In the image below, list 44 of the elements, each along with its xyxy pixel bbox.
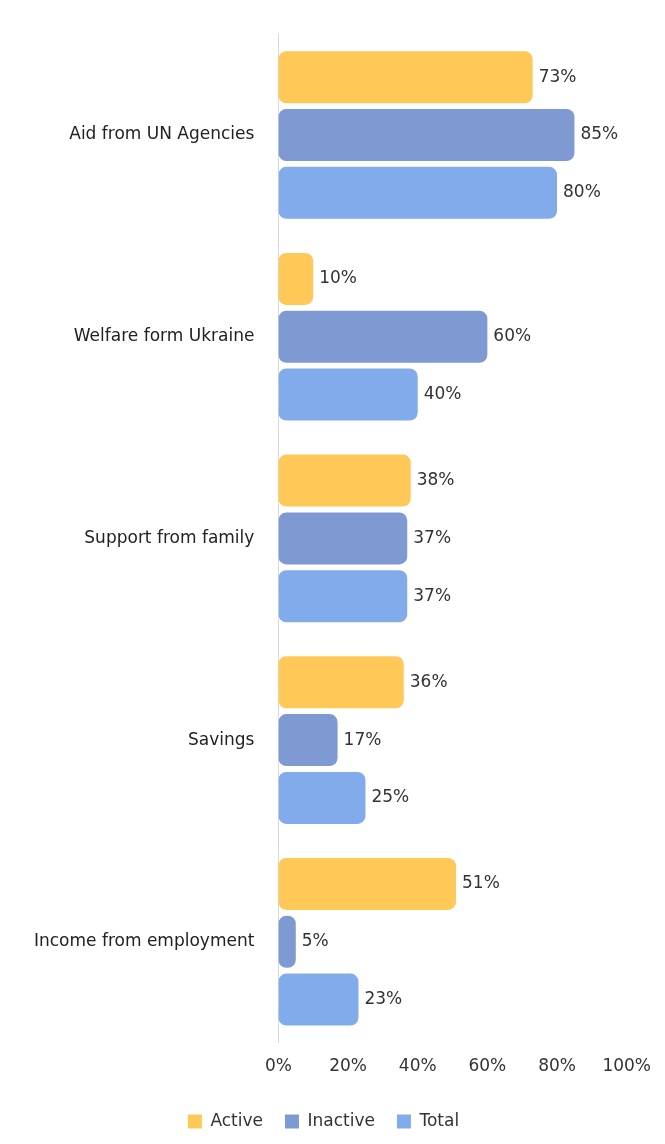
data-label: 25%: [371, 786, 410, 807]
data-label: 36%: [409, 670, 448, 691]
data-label: 17%: [343, 728, 382, 749]
data-label: 37%: [413, 584, 452, 605]
y-tick-label: Aid from UN Agencies: [69, 123, 255, 144]
y-tick-label: Support from family: [84, 526, 255, 547]
x-tick-label: 80%: [538, 1055, 576, 1076]
x-tick-label: 40%: [398, 1055, 437, 1076]
data-label: 38%: [416, 469, 455, 490]
x-tick-label: 20%: [329, 1055, 367, 1076]
bar: [278, 310, 488, 363]
y-tick-label: Welfare form Ukraine: [73, 325, 255, 346]
data-label: 40%: [423, 382, 462, 403]
bar: [278, 368, 418, 421]
data-label: 37%: [413, 526, 452, 547]
bar: [278, 51, 533, 104]
y-tick-label: Savings: [187, 728, 255, 749]
bar: [278, 771, 366, 824]
bar: [278, 570, 408, 623]
data-label: 5%: [301, 930, 329, 951]
x-tick-label: 60%: [468, 1055, 507, 1076]
legend-label: Active: [210, 1109, 263, 1130]
bar: [278, 857, 457, 910]
data-label: 23%: [364, 988, 403, 1008]
legend-label: Inactive: [307, 1109, 375, 1130]
bar: [278, 915, 296, 968]
data-label: 60%: [493, 325, 532, 346]
data-label: 80%: [563, 181, 601, 202]
bar: [278, 109, 575, 162]
y-tick-label: Income from employment: [33, 930, 255, 951]
bar: [278, 166, 558, 219]
bar: [278, 656, 404, 709]
legend-label: Total: [418, 1109, 460, 1130]
x-tick-label: 100%: [602, 1055, 651, 1076]
data-label: 51%: [462, 872, 500, 893]
bar: [278, 512, 408, 565]
data-label: 85%: [580, 123, 619, 144]
bar: [278, 714, 338, 767]
bar: [278, 973, 359, 1026]
data-label: 73%: [538, 65, 577, 86]
bar: [278, 454, 411, 507]
data-label: 10%: [319, 267, 358, 288]
x-tick-label: 0%: [264, 1055, 292, 1076]
bar: [278, 252, 314, 305]
